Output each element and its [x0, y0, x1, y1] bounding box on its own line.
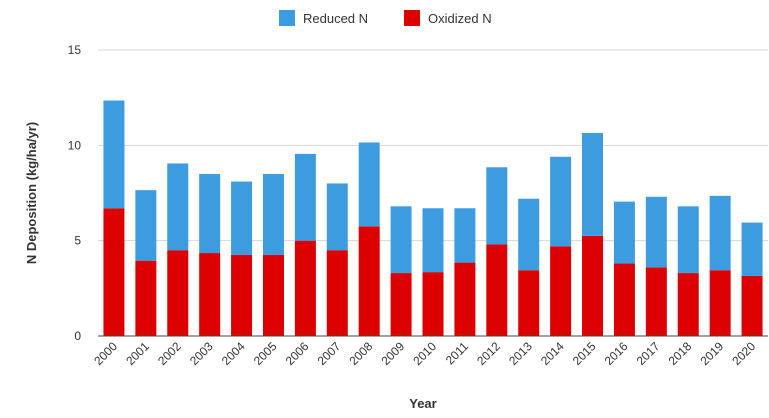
bar-reduced-n — [199, 173, 221, 254]
bar-oxidized-n — [199, 253, 221, 336]
bar-reduced-n — [709, 195, 731, 271]
x-tick-label: 2006 — [283, 339, 312, 368]
bar-reduced-n — [326, 183, 348, 251]
bar-reduced-n — [486, 167, 508, 245]
bar-reduced-n — [390, 206, 412, 274]
x-tick-label: 2016 — [602, 339, 631, 368]
bar-reduced-n — [422, 208, 444, 273]
bar-oxidized-n — [613, 263, 635, 336]
bar-oxidized-n — [422, 272, 444, 336]
bar-oxidized-n — [550, 246, 572, 336]
x-tick-label: 2005 — [251, 339, 280, 368]
x-axis-ticks: 2000 2001 2002 2003 2004 2005 2006 2007 2008 2009… — [91, 339, 758, 368]
x-tick-label: 2009 — [378, 339, 407, 368]
bar-reduced-n — [167, 163, 189, 251]
bar-oxidized-n — [103, 208, 125, 336]
bar-oxidized-n — [390, 273, 412, 336]
legend-swatch — [279, 10, 295, 26]
bar-oxidized-n — [709, 270, 731, 336]
x-tick-label: 2002 — [155, 339, 184, 368]
bar-oxidized-n — [358, 226, 380, 336]
bar-reduced-n — [358, 142, 380, 227]
x-tick-label: 2013 — [506, 339, 535, 368]
bar-reduced-n — [741, 222, 763, 276]
x-tick-label: 2003 — [187, 339, 216, 368]
x-tick-label: 2015 — [570, 339, 599, 368]
legend-swatch — [404, 10, 420, 26]
bar-oxidized-n — [167, 250, 189, 336]
x-tick-label: 2004 — [219, 339, 248, 368]
y-tick-label: 5 — [74, 234, 81, 248]
bar-reduced-n — [231, 181, 253, 255]
bar-reduced-n — [582, 132, 604, 236]
bar-oxidized-n — [231, 254, 253, 336]
x-tick-label: 2018 — [666, 339, 695, 368]
y-tick-label: 10 — [68, 138, 82, 152]
bar-oxidized-n — [741, 275, 763, 336]
bars — [103, 100, 763, 336]
bar-reduced-n — [613, 201, 635, 264]
x-tick-label: 2007 — [315, 339, 344, 368]
bar-reduced-n — [103, 100, 125, 209]
x-tick-label: 2008 — [347, 339, 376, 368]
bar-reduced-n — [454, 208, 476, 263]
legend-label: Reduced N — [303, 11, 368, 26]
x-tick-label: 2001 — [123, 339, 152, 368]
legend: Reduced N Oxidized N — [279, 10, 492, 26]
y-tick-label: 0 — [74, 329, 81, 343]
bar-oxidized-n — [645, 267, 667, 336]
bar-oxidized-n — [135, 260, 157, 336]
x-tick-label: 2011 — [443, 339, 471, 367]
legend-label: Oxidized N — [428, 11, 492, 26]
bar-reduced-n — [135, 190, 157, 261]
x-tick-label: 2012 — [474, 339, 503, 368]
y-axis-ticks: 0 5 10 15 — [68, 43, 82, 343]
bar-oxidized-n — [486, 244, 508, 336]
bar-reduced-n — [645, 196, 667, 268]
x-tick-label: 2017 — [634, 339, 663, 368]
bar-oxidized-n — [294, 240, 316, 336]
bar-reduced-n — [677, 206, 699, 274]
bar-oxidized-n — [582, 235, 604, 336]
bar-oxidized-n — [454, 262, 476, 336]
bar-oxidized-n — [518, 270, 540, 336]
x-axis-title: Year — [409, 396, 436, 411]
x-tick-label: 2010 — [410, 339, 439, 368]
x-tick-label: 2019 — [697, 339, 726, 368]
y-axis-title: N Deposition (kg/ha/yr) — [24, 122, 39, 264]
bar-reduced-n — [262, 173, 284, 255]
bar-reduced-n — [550, 156, 572, 247]
bar-oxidized-n — [262, 254, 284, 336]
bar-reduced-n — [294, 153, 316, 241]
y-tick-label: 15 — [68, 43, 82, 57]
bar-oxidized-n — [326, 250, 348, 336]
bar-oxidized-n — [677, 273, 699, 336]
x-tick-label: 2000 — [91, 339, 120, 368]
x-tick-label: 2020 — [729, 339, 758, 368]
bar-reduced-n — [518, 198, 540, 271]
x-tick-label: 2014 — [538, 339, 567, 368]
